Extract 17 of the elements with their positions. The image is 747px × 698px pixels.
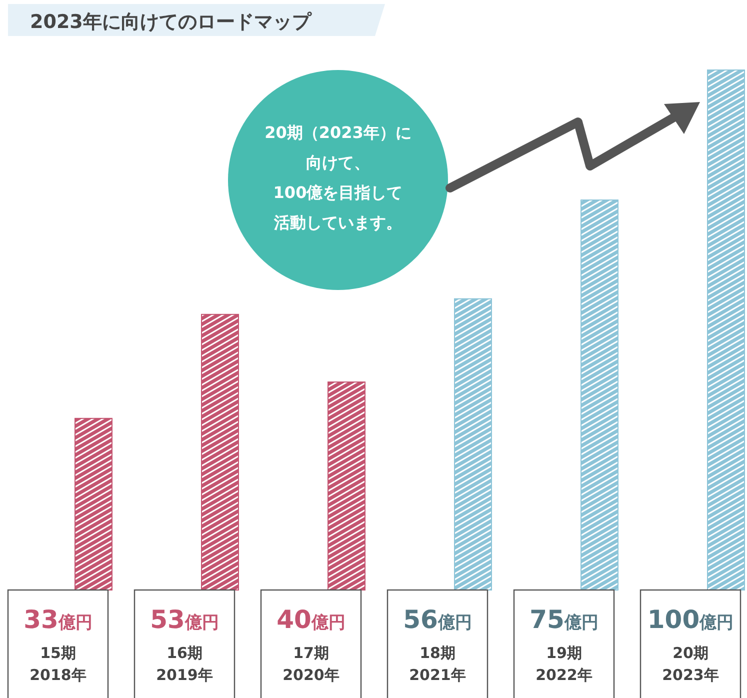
data-label: 75億円 <box>530 605 598 634</box>
x-tick-label: 20期 2023年 <box>662 644 719 684</box>
data-label: 56億円 <box>403 605 472 634</box>
data-label: 53億円 <box>150 605 219 634</box>
x-tick-label: 17期 2020年 <box>282 644 340 684</box>
chart-title: 2023年に向けてのロードマップ <box>30 11 312 33</box>
annotation: 向けて、 <box>306 153 370 172</box>
annotation: 活動しています。 <box>273 213 402 232</box>
data-label: 33億円 <box>24 605 92 634</box>
annotation: 20期（2023年）に <box>264 123 412 142</box>
data-label: 40億円 <box>276 605 346 634</box>
annotation: 100億を目指して <box>273 183 403 202</box>
data-label: 100億円 <box>647 605 734 634</box>
x-tick-label: 19期 2022年 <box>536 644 592 684</box>
x-tick-label: 15期 2018年 <box>30 644 86 684</box>
x-tick-label: 16期 2019年 <box>156 644 213 684</box>
x-tick-label: 18期 2021年 <box>409 644 466 684</box>
